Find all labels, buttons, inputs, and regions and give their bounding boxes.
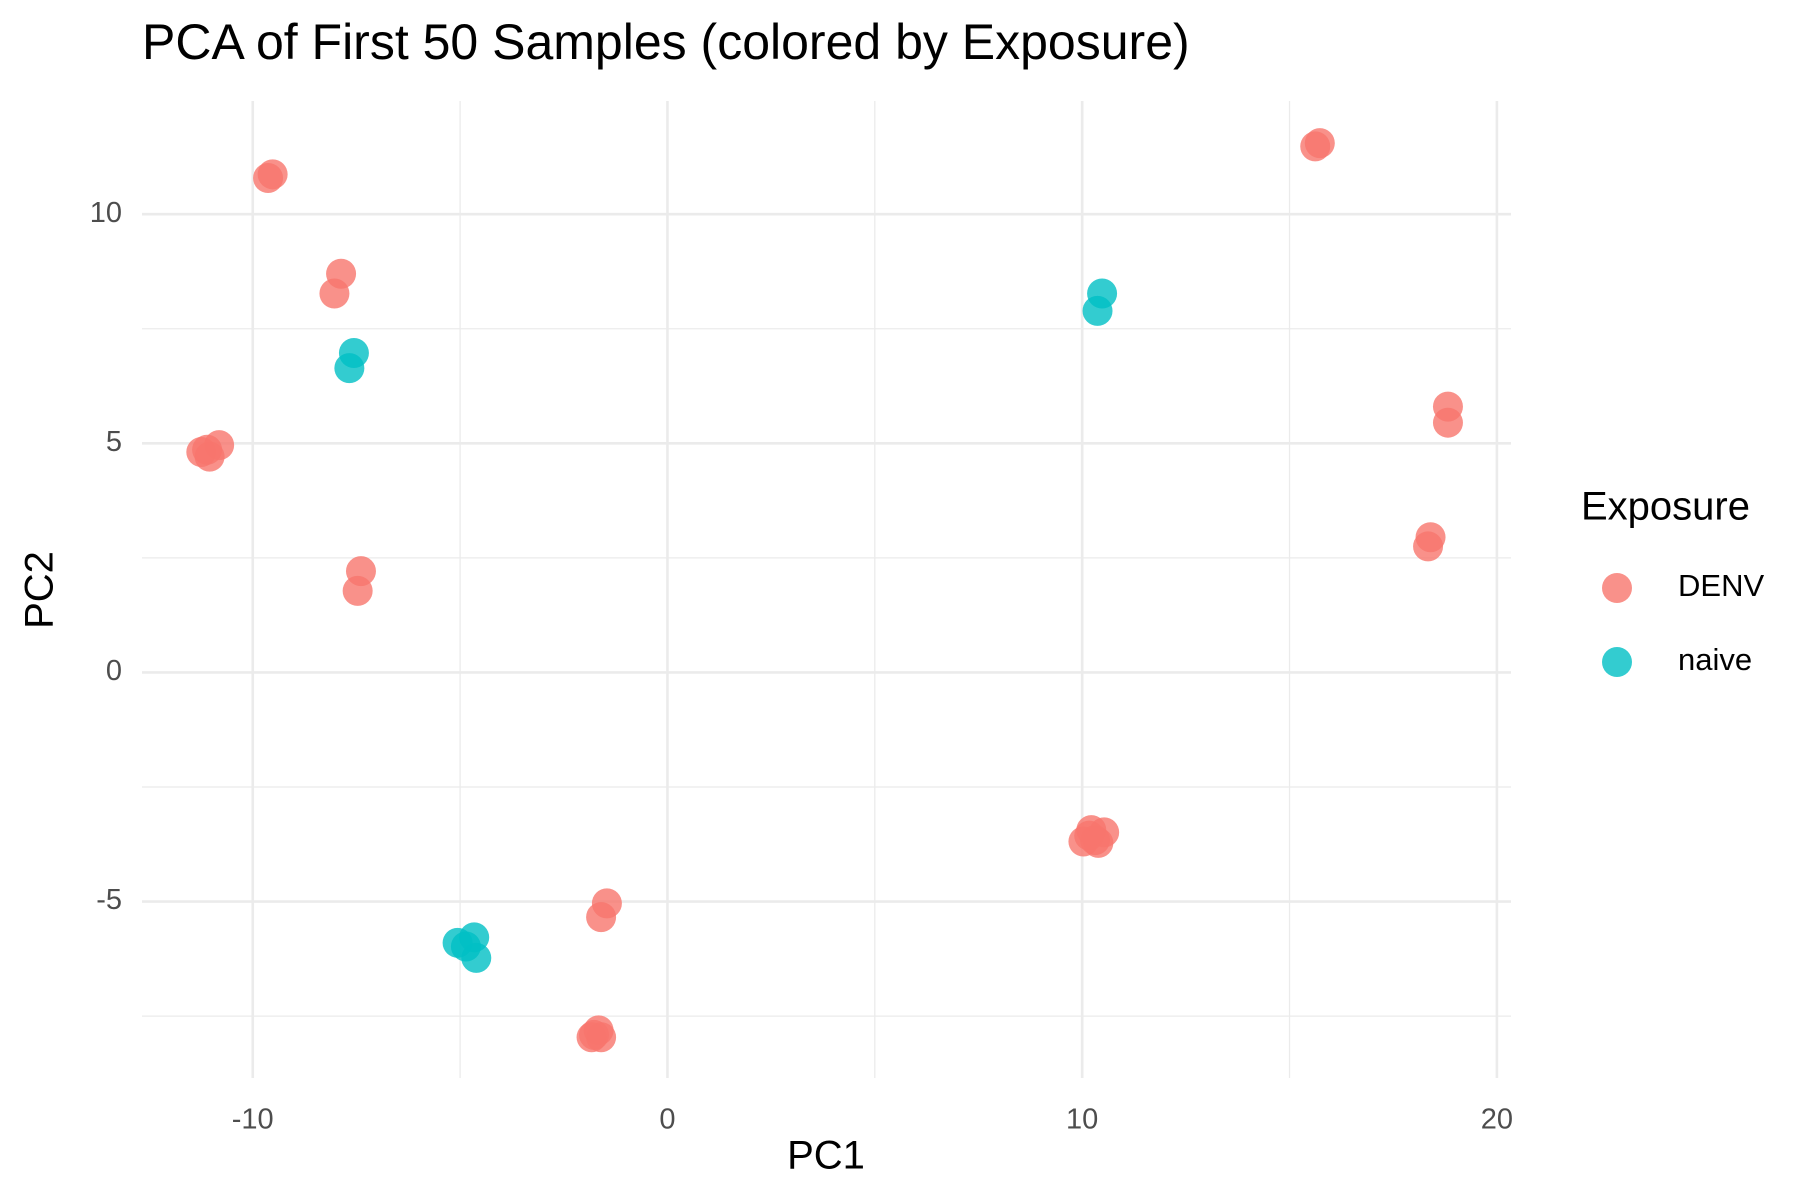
point xyxy=(1432,407,1463,438)
point xyxy=(257,159,288,190)
chart-title: PCA of First 50 Samples (colored by Expo… xyxy=(142,14,1190,70)
point xyxy=(1304,128,1335,159)
grid xyxy=(142,101,1511,1078)
x-tick-label: 0 xyxy=(659,1104,675,1136)
point xyxy=(192,434,223,465)
y-tick-label: -5 xyxy=(96,884,122,916)
y-tick-label: 10 xyxy=(90,197,122,229)
y-tick-label: 5 xyxy=(106,426,122,458)
point xyxy=(1413,531,1444,562)
x-axis-label: PC1 xyxy=(787,1134,865,1178)
y-axis-label: PC2 xyxy=(18,551,62,629)
legend-key xyxy=(1602,573,1632,603)
point xyxy=(1082,295,1113,326)
legend-title: Exposure xyxy=(1581,485,1750,529)
legend-label: DENV xyxy=(1678,568,1764,603)
point xyxy=(576,1022,607,1053)
x-tick-label: 10 xyxy=(1066,1104,1098,1136)
point xyxy=(450,931,481,962)
y-tick-label: 0 xyxy=(106,655,122,687)
x-tick-label: 20 xyxy=(1481,1104,1513,1136)
legend-label: naive xyxy=(1678,642,1752,677)
x-tick-label: -10 xyxy=(232,1104,274,1136)
point xyxy=(586,902,617,933)
point xyxy=(326,258,357,289)
point xyxy=(334,353,365,384)
point xyxy=(1076,815,1107,846)
point xyxy=(342,575,373,606)
legend-key xyxy=(1602,647,1632,677)
